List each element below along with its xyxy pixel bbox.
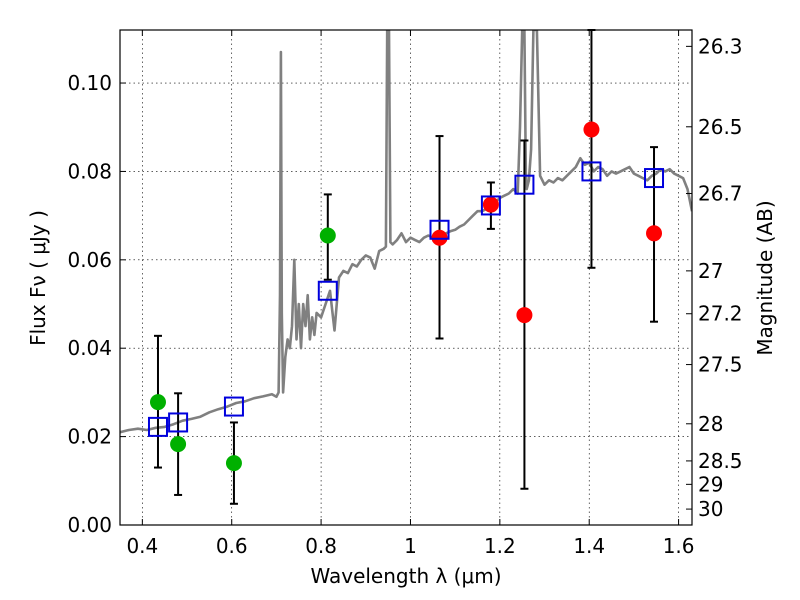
right-tick-label: 29 — [698, 472, 723, 496]
plot-frame — [119, 29, 693, 526]
y-tick-label: 0.00 — [67, 513, 112, 537]
x-tick-label: 0.8 — [305, 534, 337, 558]
x-tick-label: 0.6 — [216, 534, 248, 558]
right-tick-label: 26.7 — [698, 182, 743, 206]
y-tick-label: 0.04 — [67, 336, 112, 360]
x-axis-title: Wavelength λ (μm) — [310, 564, 501, 588]
axes: 0.4 0.6 0.8 1 1.2 1.4 1.6 0.00 0.02 0.04 0.06 0.08 0… — [67, 30, 743, 558]
model-photometry-square — [429, 219, 450, 240]
right-tick-label: 26.5 — [698, 115, 743, 139]
x-tick-label: 1.4 — [573, 534, 605, 558]
x-tick-label: 1.6 — [663, 534, 695, 558]
y-tick-label: 0.02 — [67, 425, 112, 449]
model-photometry-square — [644, 168, 665, 189]
right-tick-label: 27.2 — [698, 302, 743, 326]
spectrum-line — [120, 30, 692, 434]
x-tick-label: 1 — [404, 534, 417, 558]
model-photometry-square — [223, 396, 244, 417]
green-data-point — [225, 455, 242, 472]
x-tick-label: 0.4 — [126, 534, 158, 558]
y-axis-title: Flux Fν ( μJy ) — [26, 210, 50, 346]
y-tick-label: 0.08 — [67, 159, 112, 183]
red-data-point — [431, 229, 448, 246]
red-data-point — [482, 196, 499, 213]
red-data-point — [646, 225, 663, 242]
plot-area — [120, 29, 692, 505]
y-tick-label: 0.06 — [67, 248, 112, 272]
plot-content — [120, 30, 692, 434]
green-data-point — [319, 227, 336, 244]
green-data-point — [149, 394, 166, 411]
right-tick-label: 26.3 — [698, 34, 743, 58]
model-photometry-square — [147, 416, 168, 437]
right-tick-label: 27 — [698, 259, 723, 283]
x-tick-label: 1.2 — [484, 534, 516, 558]
red-data-point — [583, 121, 600, 138]
right-tick-label: 28.5 — [698, 449, 743, 473]
red-data-point — [516, 307, 533, 324]
y-tick-label: 0.10 — [67, 71, 112, 95]
right-tick-label: 28 — [698, 412, 723, 436]
model-photometry-square — [581, 161, 602, 182]
model-photometry-square — [317, 280, 338, 301]
right-tick-label: 27.5 — [698, 353, 743, 377]
model-photometry-square — [168, 412, 189, 433]
right-axis-title: Magnitude (AB) — [753, 200, 777, 355]
right-tick-label: 30 — [698, 497, 723, 521]
model-photometry-square — [514, 174, 535, 195]
model-photometry-square — [480, 195, 501, 216]
green-data-point — [170, 436, 187, 453]
